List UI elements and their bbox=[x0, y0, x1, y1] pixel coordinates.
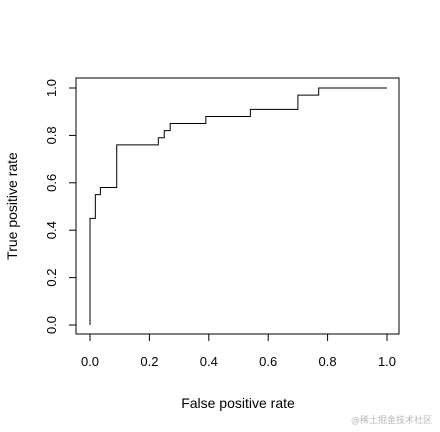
y-tick-label: 1.0 bbox=[44, 79, 59, 97]
x-tick-label: 0.6 bbox=[259, 354, 277, 369]
watermark: @稀土掘金技术社区 bbox=[350, 416, 432, 426]
y-tick-label: 0.8 bbox=[44, 126, 59, 144]
x-tick-label: 0.0 bbox=[81, 354, 99, 369]
y-axis: 0.0 0.2 0.4 0.6 0.8 1.0 bbox=[44, 79, 77, 334]
x-axis: 0.0 0.2 0.4 0.6 0.8 1.0 bbox=[81, 333, 396, 369]
y-tick-label: 0.6 bbox=[44, 174, 59, 192]
x-axis-title: False positive rate bbox=[181, 395, 295, 411]
y-axis-title: True positive rate bbox=[4, 152, 20, 260]
x-tick-label: 1.0 bbox=[378, 354, 396, 369]
roc-curve bbox=[89, 87, 387, 325]
y-tick-label: 0.4 bbox=[44, 221, 59, 239]
x-tick-label: 0.8 bbox=[319, 354, 337, 369]
y-tick-label: 0.2 bbox=[44, 269, 59, 287]
x-tick-label: 0.2 bbox=[140, 354, 158, 369]
y-tick-label: 0.0 bbox=[44, 316, 59, 334]
x-tick-label: 0.4 bbox=[200, 354, 218, 369]
